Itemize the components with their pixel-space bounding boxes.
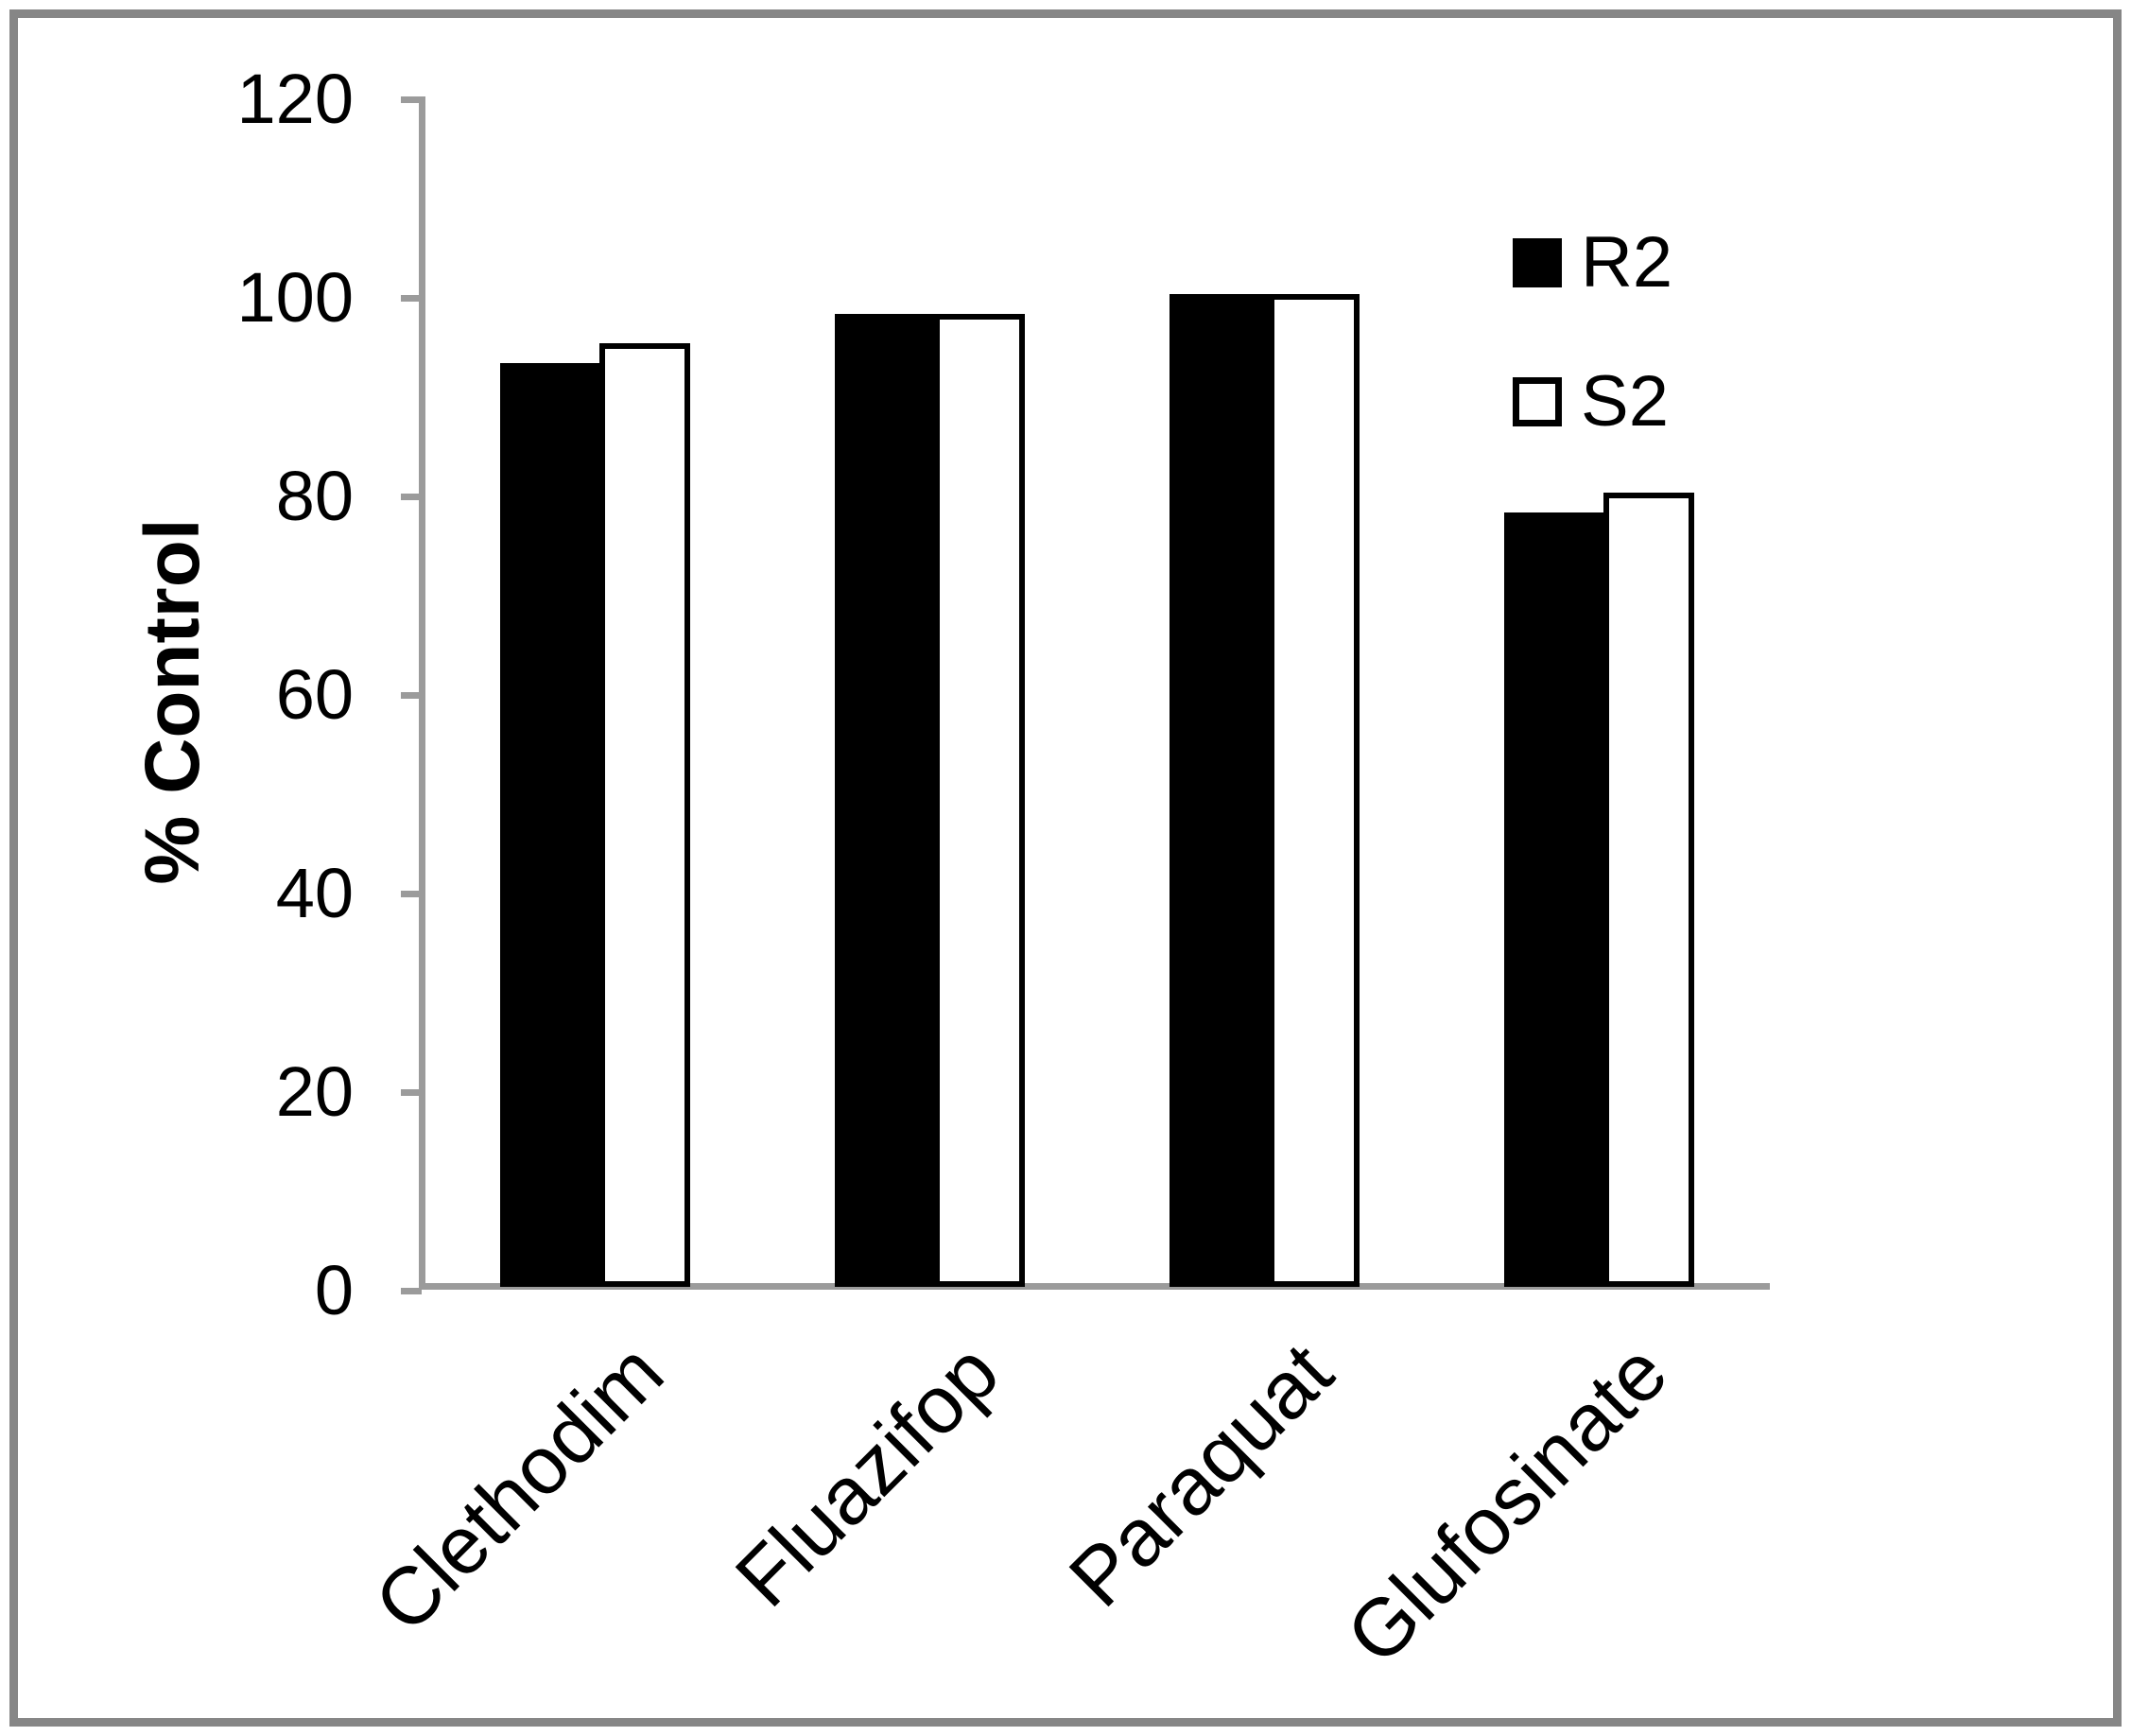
x-axis-line xyxy=(419,1283,1770,1290)
y-axis-line xyxy=(419,96,425,1290)
legend-item-s2: S2 xyxy=(1513,366,1669,438)
legend-label: S2 xyxy=(1581,361,1669,442)
x-category-label: Clethodim xyxy=(357,1326,682,1650)
legend-swatch-black-square xyxy=(1513,238,1562,287)
bar-r2-glufosinate xyxy=(1504,512,1603,1287)
y-tick-label: 0 xyxy=(314,1251,354,1329)
legend-swatch-white-square xyxy=(1513,377,1562,426)
legend-item-r2: R2 xyxy=(1513,227,1672,299)
y-tick-label: 80 xyxy=(275,457,354,535)
y-tick-mark xyxy=(401,1288,422,1294)
y-tick-label: 60 xyxy=(275,655,354,734)
y-tick-mark xyxy=(401,494,422,500)
y-tick-label: 20 xyxy=(275,1052,354,1131)
x-category-label: Glufosinate xyxy=(1329,1326,1686,1682)
bar-r2-clethodim xyxy=(500,363,599,1287)
x-category-label: Fluazifop xyxy=(718,1326,1016,1624)
y-tick-mark xyxy=(401,692,422,699)
y-tick-label: 120 xyxy=(236,60,354,138)
bar-r2-fluazifop xyxy=(835,314,934,1287)
x-category-label: Paraquat xyxy=(1052,1326,1351,1624)
bar-s2-clethodim xyxy=(599,343,690,1287)
y-tick-mark xyxy=(401,891,422,897)
y-tick-label: 40 xyxy=(275,854,354,932)
bar-s2-paraquat xyxy=(1269,294,1360,1287)
legend-label: R2 xyxy=(1581,222,1673,303)
y-tick-mark xyxy=(401,295,422,302)
bar-s2-glufosinate xyxy=(1603,493,1694,1287)
y-tick-label: 100 xyxy=(236,258,354,337)
y-tick-mark xyxy=(401,1089,422,1096)
bar-r2-paraquat xyxy=(1169,294,1269,1287)
bar-s2-fluazifop xyxy=(934,314,1025,1287)
y-tick-mark xyxy=(401,96,422,103)
